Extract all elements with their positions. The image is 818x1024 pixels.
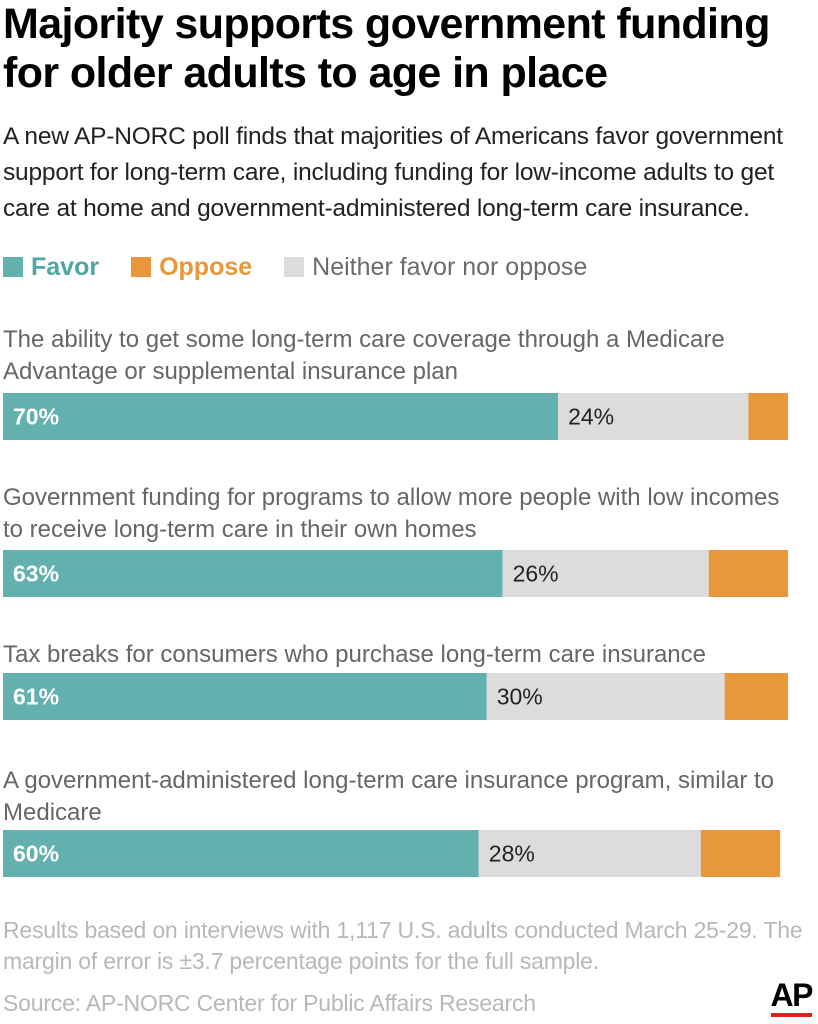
bar-favor — [3, 830, 479, 877]
legend: Favor Oppose Neither favor nor oppose — [3, 250, 619, 284]
bar-favor — [3, 393, 559, 440]
bar-favor — [3, 550, 503, 597]
bar-neither-favor-nor-oppose — [486, 673, 725, 720]
legend-swatch-favor — [3, 257, 23, 277]
category-label: Government funding for programs to allow… — [3, 484, 779, 543]
data-label-favor: 60% — [13, 841, 59, 867]
legend-item-neither: Neither favor nor oppose — [284, 253, 587, 282]
legend-label-favor: Favor — [31, 252, 100, 281]
source-note: Source: AP-NORC Center for Public Affair… — [3, 990, 536, 1016]
footnote: Results based on interviews with 1,117 U… — [3, 917, 803, 974]
category-label: A government-administered long-term care… — [3, 767, 774, 826]
data-label-favor: 63% — [13, 561, 59, 587]
legend-label-oppose: Oppose — [159, 252, 253, 281]
bar-oppose — [724, 673, 789, 720]
bar-oppose — [700, 830, 781, 877]
data-label-neither-favor-nor-oppose: 24% — [568, 404, 614, 430]
data-label-neither-favor-nor-oppose: 30% — [497, 684, 543, 710]
stacked-bar-chart: The ability to get some long-term care c… — [3, 326, 789, 877]
bar-oppose — [708, 550, 789, 597]
bar-neither-favor-nor-oppose — [478, 830, 701, 877]
data-label-neither-favor-nor-oppose: 26% — [513, 561, 559, 587]
legend-swatch-oppose — [131, 257, 152, 277]
ap-logo: AP — [770, 978, 814, 1017]
data-label-favor: 61% — [13, 684, 59, 710]
bar-oppose — [748, 393, 789, 440]
bar-neither-favor-nor-oppose — [558, 393, 749, 440]
bar-favor — [3, 673, 487, 720]
category-label: Tax breaks for consumers who purchase lo… — [3, 641, 706, 668]
data-label-neither-favor-nor-oppose: 28% — [489, 841, 535, 867]
legend-swatch-neither — [284, 257, 305, 277]
chart-subtitle: A new AP-NORC poll finds that majorities… — [3, 123, 783, 222]
legend-label-neither: Neither favor nor oppose — [312, 252, 588, 281]
legend-item-oppose: Oppose — [131, 253, 252, 282]
chart-title: Majority supports government funding for… — [3, 0, 770, 97]
legend-item-favor: Favor — [3, 253, 99, 282]
data-label-favor: 70% — [13, 404, 59, 430]
bar-neither-favor-nor-oppose — [502, 550, 709, 597]
category-label: The ability to get some long-term care c… — [3, 326, 725, 385]
